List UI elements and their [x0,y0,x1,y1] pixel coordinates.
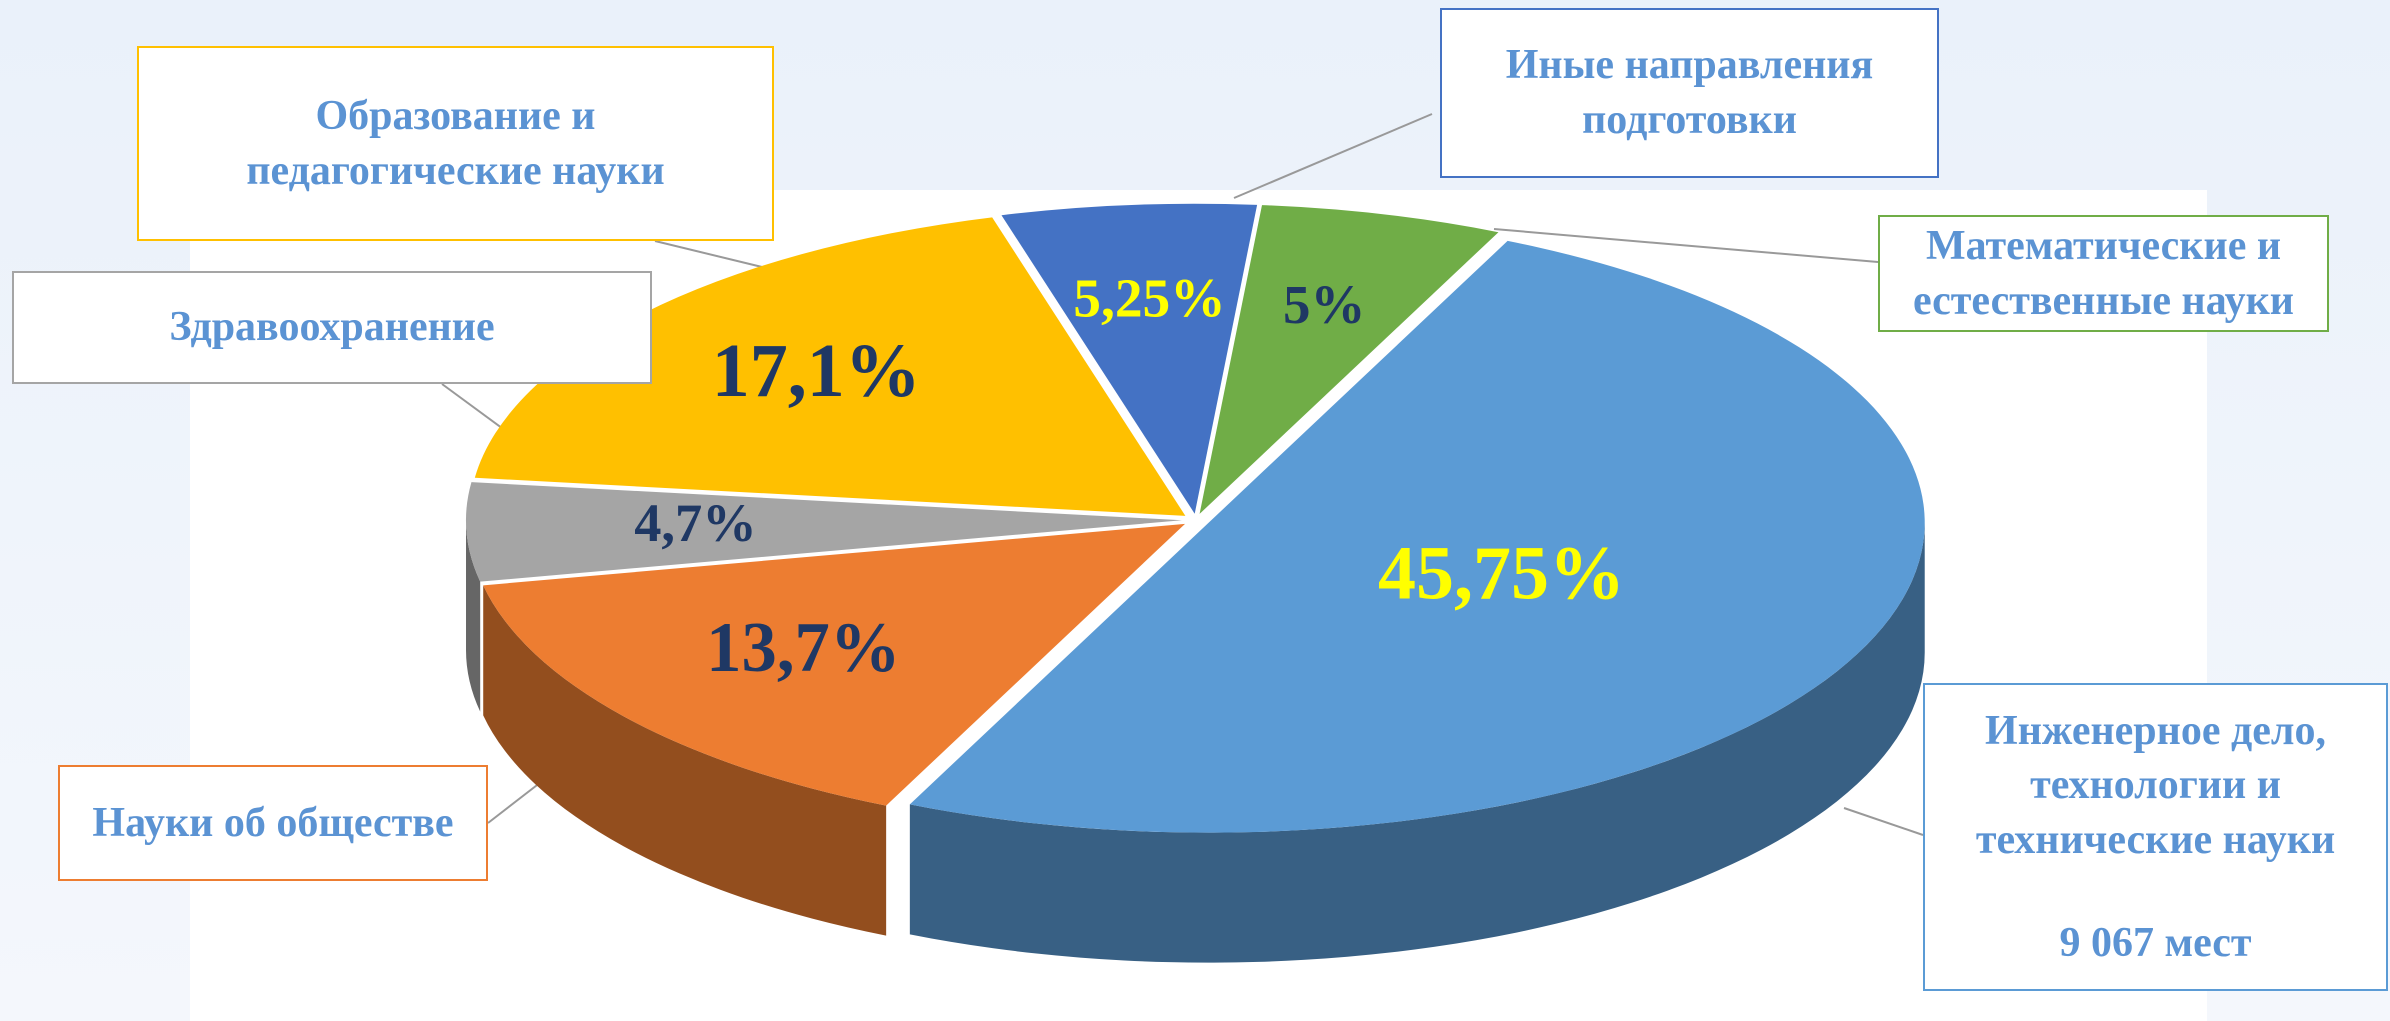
leader-line [1233,113,1433,199]
slice-side [466,520,481,712]
slice-side [909,522,1925,963]
leader-line [441,383,511,435]
slice [1199,205,1499,514]
category-label: Образование и педагогические науки [137,46,774,241]
value-label: 17,1% [712,329,921,413]
value-label: 13,7% [706,609,900,687]
leader-line [1843,807,1924,836]
slice-tops [466,203,1925,833]
leader-line [487,781,542,824]
label-text: Здравоохранение [169,304,495,351]
value-label: 45,75% [1378,531,1625,615]
category-label: Здравоохранение [12,271,652,384]
slice [466,482,1183,582]
slice [909,240,1925,833]
value-label: 4,7% [634,492,757,553]
label-text: Иные направления подготовки [1505,42,1874,143]
slice [474,217,1186,516]
category-label: Математические и естественные науки [1878,215,2329,332]
slice-side [483,585,887,936]
category-label: Инженерное дело, технологии и технически… [1923,683,2388,991]
leader-line [1493,228,1879,263]
slice [1001,203,1258,514]
label-text: Математические и естественные науки [1913,222,2294,324]
slice-sides [466,520,1925,963]
leader-lines [441,113,1924,836]
value-labels: 5% 45,75% 13,7% 4,7% 17,1% 5,25% [634,268,1625,687]
label-text: Науки об обществе [92,799,454,846]
label-text: Образование и педагогические науки [246,92,665,194]
label-note: 9 067 мест [2059,919,2252,966]
slice [483,523,1186,806]
value-label: 5% [1283,274,1366,335]
leader-line [654,240,763,268]
category-label: Иные направления подготовки [1440,8,1939,178]
value-label: 5,25% [1073,268,1225,329]
label-text: Инженерное дело, технологии и технически… [1975,707,2336,863]
category-label: Науки об обществе [58,765,488,881]
